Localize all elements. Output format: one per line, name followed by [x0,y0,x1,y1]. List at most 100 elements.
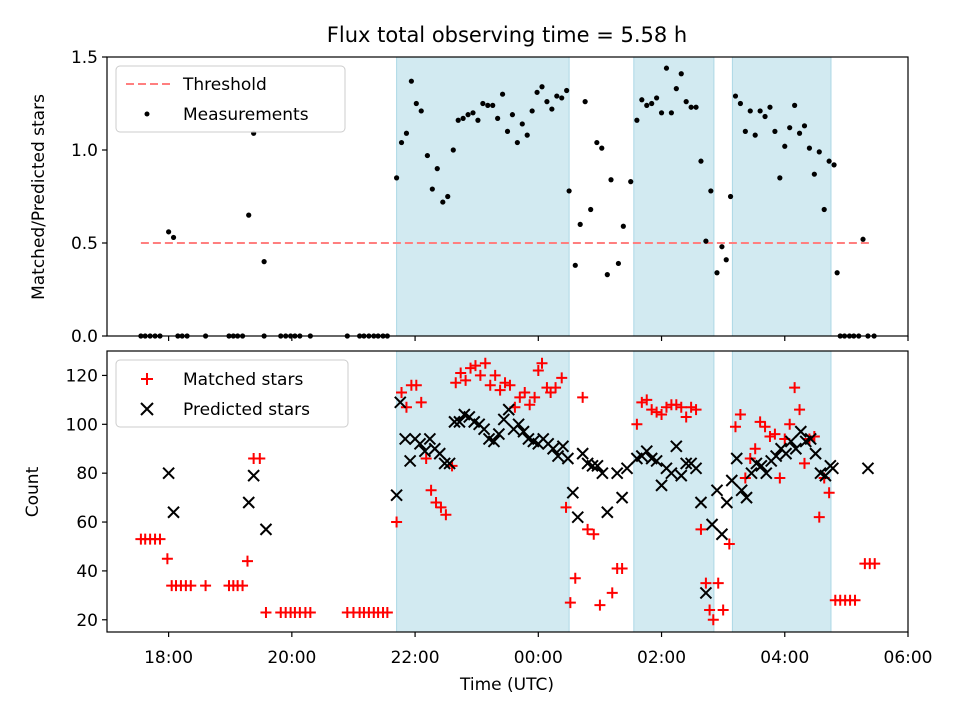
measurement-point [634,117,640,123]
measurement-point [470,110,476,116]
top-x-ticks [168,336,909,341]
bottom-plot-frame [106,350,909,633]
matched-star-point [729,421,741,433]
matched-star-point [415,396,427,408]
measurement-point [434,166,440,172]
predicted-star-point [705,518,719,531]
predicted-star-point [423,432,437,446]
measurement-point [465,112,471,118]
predicted-star-point [167,506,180,519]
measurement-point [594,139,600,146]
matched-star-point [469,360,481,372]
measurement-point [792,102,798,108]
measurement-point [831,162,837,168]
measurement-point [668,110,674,116]
measurement-point [509,112,516,118]
measurement-point [582,99,588,105]
predicted-stars-points [162,396,875,600]
measurement-point [455,117,461,123]
matched-star-point [545,387,557,399]
top-y-ticks: 0.0 0.5 1.0 1.5 [71,48,107,347]
measurement-point [742,128,748,134]
bottom-shade-0 [396,350,570,633]
measurement-point [429,186,435,192]
matched-star-point [391,516,403,528]
predicted-star-point [571,510,584,524]
legend-measurements-label: Measurements [183,105,309,125]
matched-star-point [499,377,511,389]
bottom-x-ticks: 18:00 20:00 22:00 00:00 02:00 04:00 06:00 [144,632,933,668]
matched-star-point [410,379,422,391]
predicted-star-point [453,415,466,429]
matched-star-point [254,453,266,465]
matched-star-point [560,501,572,513]
matched-star-point [675,401,687,413]
predicted-star-point [735,484,748,497]
predicted-star-point [755,459,768,473]
bottom-panel: 18:00 20:00 22:00 00:00 02:00 04:00 06:00 20 40… [23,350,933,695]
matched-star-point [764,431,776,443]
measurement-point [620,223,626,229]
measurement-point [554,93,560,99]
matched-star-point [260,606,272,618]
predicted-star-point [517,425,530,438]
predicted-star-point [826,462,840,475]
predicted-star-point [591,459,604,473]
predicted-star-point [615,491,629,504]
matched-star-point [474,369,486,381]
predicted-star-point [576,447,589,460]
predicted-star-point [809,447,822,460]
matched-star-point [723,538,735,550]
matched-star-point [577,391,589,403]
matched-star-point [519,387,531,399]
measurement-point [480,100,486,107]
matched-star-point [161,553,173,565]
matched-star-point [794,404,806,416]
measurement-point [782,143,788,149]
matched-star-point [460,374,472,386]
bottom-legend: Matched stars Predicted stars [115,359,349,428]
predicted-star-point [610,466,624,480]
matched-star-point [536,357,548,369]
measurement-point [608,177,614,183]
bottom-y-tick-label: 100 [66,415,98,435]
measurement-point [504,128,511,134]
top-y-tick-label: 1.0 [71,141,98,161]
predicted-star-point [640,444,653,458]
matched-star-point [739,472,751,484]
matched-star-point [616,562,628,574]
measurement-point [450,147,456,153]
predicted-star-point [502,403,515,416]
matched-star-point [774,472,786,484]
predicted-star-point [689,462,703,475]
measurement-point [714,270,720,276]
measurement-point [166,229,172,235]
bottom-y-tick-label: 20 [76,611,98,631]
top-plot-frame [106,56,909,337]
predicted-star-point [546,442,560,455]
measurement-point [752,132,758,138]
matched-star-point [588,528,600,540]
matched-star-point [823,487,835,499]
matched-star-point [670,399,682,411]
x-tick-label: 20:00 [267,648,316,668]
top-shade-0 [396,56,570,337]
measurement-point [816,149,822,155]
measurement-point [549,106,555,112]
matched-star-point [784,418,796,430]
measurement-point [514,139,520,146]
matched-star-point [564,597,576,609]
legend-threshold-label: Threshold [182,75,267,95]
matched-star-point [704,604,716,616]
matched-star-point [435,501,447,513]
measurement-point [757,108,763,114]
predicted-star-point [162,466,175,480]
predicted-star-point [670,440,683,453]
matched-star-point [849,594,861,606]
matched-star-point [660,401,672,413]
measurement-point [539,84,545,90]
predicted-star-point [699,586,713,600]
predicted-star-point [394,396,407,409]
matched-star-point [754,416,766,428]
measurement-point [544,99,550,105]
